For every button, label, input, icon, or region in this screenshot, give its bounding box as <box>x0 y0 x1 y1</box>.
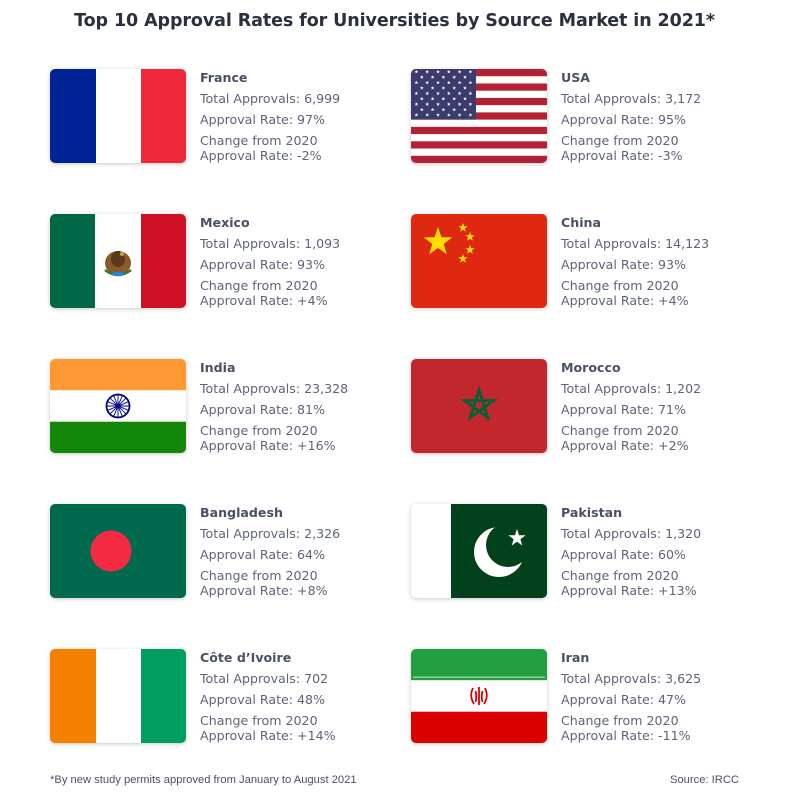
approval-rate: Approval Rate: 47% <box>561 692 687 707</box>
change-value: Approval Rate: -11% <box>561 728 691 743</box>
bangladesh-flag-icon <box>50 504 186 598</box>
country-name: France <box>200 70 248 85</box>
approval-rate: Approval Rate: 97% <box>200 112 326 127</box>
total-approvals: Total Approvals: 1,093 <box>200 236 341 251</box>
approval-rate: Approval Rate: 60% <box>561 547 687 562</box>
change-label: Change from 2020 <box>561 568 679 583</box>
approval-rate: Approval Rate: 93% <box>200 257 326 272</box>
change-value: Approval Rate: +14% <box>200 728 336 743</box>
change-value: Approval Rate: +2% <box>561 438 689 453</box>
card-india: India Total Approvals: 23,328 Approval R… <box>50 359 410 459</box>
usa-flag-icon <box>411 69 547 163</box>
footnote: *By new study permits approved from Janu… <box>50 774 357 786</box>
card-france: France Total Approvals: 6,999 Approval R… <box>50 69 410 169</box>
approval-rate: Approval Rate: 71% <box>561 402 687 417</box>
approval-rate: Approval Rate: 64% <box>200 547 326 562</box>
country-name: Côte d’Ivoire <box>200 650 292 665</box>
change-label: Change from 2020 <box>200 423 318 438</box>
country-name: USA <box>561 70 591 85</box>
change-label: Change from 2020 <box>561 133 679 148</box>
change-value: Approval Rate: +4% <box>200 293 328 308</box>
change-value: Approval Rate: +16% <box>200 438 336 453</box>
total-approvals: Total Approvals: 702 <box>200 671 329 686</box>
approval-rate: Approval Rate: 95% <box>561 112 687 127</box>
change-label: Change from 2020 <box>200 278 318 293</box>
total-approvals: Total Approvals: 3,172 <box>561 91 702 106</box>
change-label: Change from 2020 <box>561 278 679 293</box>
total-approvals: Total Approvals: 1,320 <box>561 526 702 541</box>
source-credit: Source: IRCC <box>669 774 739 786</box>
change-label: Change from 2020 <box>561 713 679 728</box>
morocco-flag-icon <box>411 359 547 453</box>
change-value: Approval Rate: +4% <box>561 293 689 308</box>
china-flag-icon <box>411 214 547 308</box>
country-name: Pakistan <box>561 505 623 520</box>
page-title: Top 10 Approval Rates for Universities b… <box>74 11 715 31</box>
approval-rate: Approval Rate: 93% <box>561 257 687 272</box>
card-bangladesh: Bangladesh Total Approvals: 2,326 Approv… <box>50 504 410 604</box>
change-value: Approval Rate: -2% <box>200 148 322 163</box>
total-approvals: Total Approvals: 1,202 <box>561 381 702 396</box>
card-pakistan: Pakistan Total Approvals: 1,320 Approval… <box>411 504 771 604</box>
change-value: Approval Rate: +8% <box>200 583 328 598</box>
country-name: Morocco <box>561 360 621 375</box>
total-approvals: Total Approvals: 14,123 <box>561 236 710 251</box>
cote-divoire-flag-icon <box>50 649 186 743</box>
card-morocco: Morocco Total Approvals: 1,202 Approval … <box>411 359 771 459</box>
total-approvals: Total Approvals: 23,328 <box>200 381 349 396</box>
india-flag-icon <box>50 359 186 453</box>
change-value: Approval Rate: +13% <box>561 583 697 598</box>
total-approvals: Total Approvals: 2,326 <box>200 526 341 541</box>
card-iran: Iran Total Approvals: 3,625 Approval Rat… <box>411 649 771 749</box>
approval-rate: Approval Rate: 81% <box>200 402 326 417</box>
country-name: Mexico <box>200 215 250 230</box>
iran-flag-icon <box>411 649 547 743</box>
change-label: Change from 2020 <box>200 713 318 728</box>
change-label: Change from 2020 <box>200 133 318 148</box>
change-label: Change from 2020 <box>200 568 318 583</box>
approval-rate: Approval Rate: 48% <box>200 692 326 707</box>
card-mexico: Mexico Total Approvals: 1,093 Approval R… <box>50 214 410 314</box>
card-cote-divoire: Côte d’Ivoire Total Approvals: 702 Appro… <box>50 649 410 749</box>
country-name: India <box>200 360 236 375</box>
card-usa: USA Total Approvals: 3,172 Approval Rate… <box>411 69 771 169</box>
change-value: Approval Rate: -3% <box>561 148 683 163</box>
pakistan-flag-icon <box>411 504 547 598</box>
country-name: Iran <box>561 650 590 665</box>
france-flag-icon <box>50 69 186 163</box>
total-approvals: Total Approvals: 3,625 <box>561 671 702 686</box>
total-approvals: Total Approvals: 6,999 <box>200 91 341 106</box>
mexico-flag-icon <box>50 214 186 308</box>
country-name: Bangladesh <box>200 505 283 520</box>
country-name: China <box>561 215 601 230</box>
card-china: China Total Approvals: 14,123 Approval R… <box>411 214 771 314</box>
change-label: Change from 2020 <box>561 423 679 438</box>
